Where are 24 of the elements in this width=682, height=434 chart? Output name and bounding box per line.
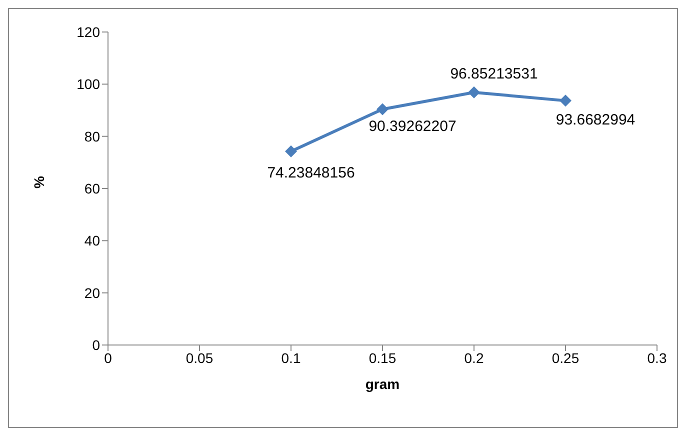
point bbox=[468, 86, 480, 98]
point bbox=[285, 145, 297, 158]
x-tick-label: 0.25 bbox=[552, 350, 580, 366]
y-tick-label: 0 bbox=[92, 336, 100, 353]
y-tick-label: 40 bbox=[84, 232, 100, 249]
y-axis-title: % bbox=[30, 176, 47, 188]
data-label: 90.39262207 bbox=[368, 118, 456, 136]
point bbox=[560, 94, 572, 107]
x-tick-label: 0.3 bbox=[647, 350, 667, 366]
y-tick-label: 120 bbox=[76, 24, 100, 40]
x-tick-label: 0.1 bbox=[281, 350, 301, 366]
y-tick-label: 20 bbox=[84, 284, 100, 301]
x-tick-label: 0.2 bbox=[464, 350, 484, 366]
data-label: 74.23848156 bbox=[267, 164, 355, 182]
y-tick-label: 80 bbox=[84, 128, 100, 144]
y-tick-label: 60 bbox=[84, 180, 100, 196]
y-tick-label: 100 bbox=[76, 76, 100, 92]
data-label: 93.6682994 bbox=[556, 112, 636, 129]
x-tick-label: 0.05 bbox=[186, 350, 214, 366]
data-label: 96.85213531 bbox=[450, 65, 538, 82]
point bbox=[376, 103, 388, 116]
x-tick-label: 0.15 bbox=[368, 350, 396, 366]
x-tick-label: 0 bbox=[104, 350, 112, 366]
x-axis-title: gram bbox=[365, 376, 400, 392]
